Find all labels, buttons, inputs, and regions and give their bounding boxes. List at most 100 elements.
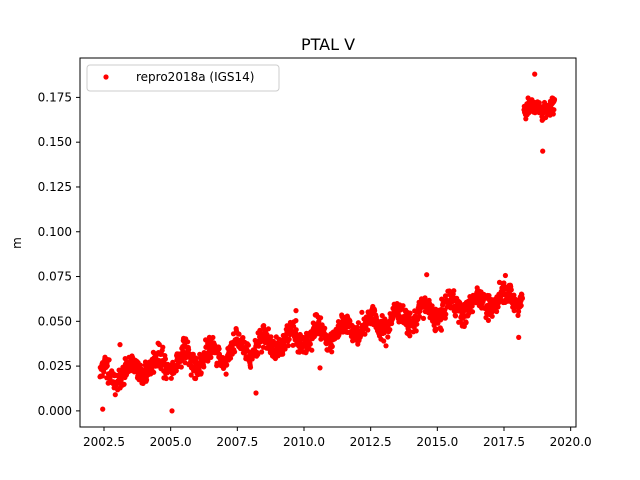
data-point [317,365,323,371]
data-point [280,351,286,357]
data-point [259,349,265,355]
y-axis-ticks: 0.000 0.025 0.050 0.075 0.100 0.125 0.150 0.175 [38,90,80,418]
data-point [282,346,288,352]
data-point [519,295,526,301]
data-point [354,324,361,330]
data-point [104,363,110,369]
data-point [417,308,423,314]
x-tick-label: 2017.5 [483,435,525,449]
data-point [193,375,199,382]
data-point [101,369,107,375]
data-point [285,343,291,349]
data-point [516,334,522,340]
data-point [359,309,365,315]
data-point [508,287,514,293]
data-point [443,311,449,317]
y-tick-label: 0.100 [38,225,72,239]
data-point [329,349,335,355]
y-tick-label: 0.150 [38,135,72,149]
data-point [532,71,538,77]
data-point [442,315,448,321]
y-tick-label: 0.075 [38,270,72,284]
data-point [286,336,292,342]
x-tick-label: 2007.5 [216,435,258,449]
data-point [322,325,328,331]
data-point [210,334,216,341]
data-point [185,339,191,345]
data-point [362,331,368,337]
data-point [268,334,274,340]
data-point [381,338,387,344]
data-point [188,372,194,378]
data-point [523,116,529,122]
x-tick-label: 2005.0 [150,435,192,449]
x-tick-label: 2020.0 [550,435,592,449]
data-point [452,313,459,319]
data-point [223,371,229,377]
data-point [407,310,413,316]
y-axis-label: m [10,237,24,249]
data-point [365,327,371,333]
data-point [457,319,464,325]
data-point [364,321,370,328]
legend-box [86,64,280,92]
legend-marker [103,74,109,80]
data-point [540,148,546,154]
data-point [451,288,457,294]
data-point [224,362,230,368]
data-point [100,406,106,412]
data-point [551,96,558,103]
data-point [414,321,420,327]
data-point [551,107,557,113]
data-point [112,392,118,398]
data-point [162,356,168,362]
data-point [518,303,524,309]
data-point [329,343,335,350]
data-point [236,331,242,337]
y-tick-label: 0.000 [38,404,72,418]
data-point [347,318,353,324]
x-tick-label: 2002.5 [83,435,125,449]
data-point [550,111,556,117]
data-point [245,342,251,348]
data-point [489,313,495,319]
data-point [163,375,169,382]
data-point [355,320,361,326]
data-point [406,328,413,334]
data-point [168,375,174,381]
x-tick-label: 2015.0 [416,435,458,449]
data-point [193,355,199,361]
data-point [293,308,299,314]
data-point [99,373,105,379]
data-point [429,303,435,309]
data-point [431,322,437,328]
data-point [516,308,522,315]
data-point [309,347,315,353]
data-point [457,301,463,307]
data-point [216,346,222,352]
data-points-layer [97,71,558,414]
data-point [198,370,204,376]
data-point [469,309,476,315]
data-point [201,364,207,370]
data-point [232,349,238,355]
data-point [137,362,144,368]
x-tick-label: 2010.0 [283,435,325,449]
data-point [318,315,324,321]
data-point [178,364,184,370]
data-point [173,368,179,374]
data-point [255,351,261,358]
data-point [385,334,391,340]
data-point [265,326,271,332]
data-point [293,327,299,333]
data-point [247,364,254,370]
chart-title: PTAL V [301,35,355,54]
data-point [495,304,501,310]
data-point [383,343,389,349]
data-point [205,358,211,364]
data-point [240,335,246,341]
data-point [438,327,444,333]
data-point [106,357,112,363]
data-point [144,377,150,383]
